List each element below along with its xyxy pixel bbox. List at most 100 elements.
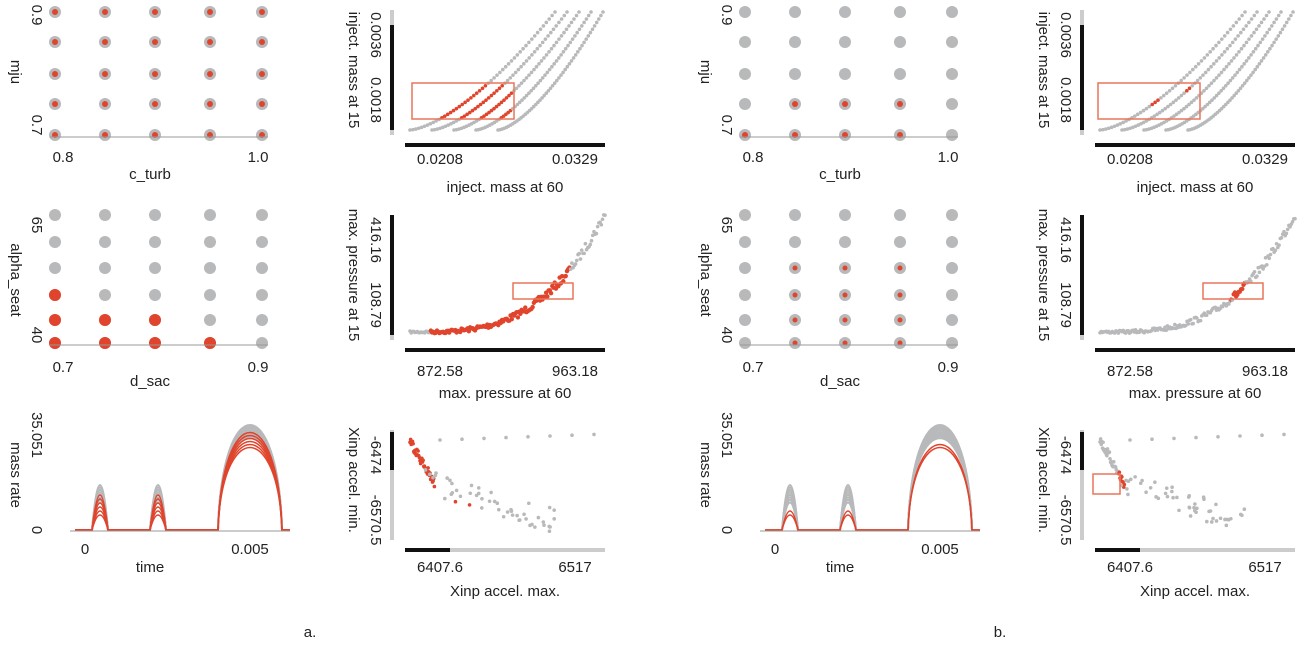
sample-point bbox=[1234, 53, 1239, 57]
sample-point bbox=[204, 262, 216, 274]
sample-point bbox=[589, 238, 594, 243]
sample-point bbox=[434, 471, 438, 475]
selected-point bbox=[474, 91, 479, 95]
sample-point bbox=[552, 43, 556, 48]
sample-point bbox=[454, 119, 459, 123]
selected-point bbox=[259, 101, 265, 107]
sample-point bbox=[547, 505, 552, 510]
selection-box bbox=[512, 282, 574, 300]
y-tick-label: 65 bbox=[28, 217, 45, 234]
sample-point bbox=[1253, 67, 1257, 72]
sample-point bbox=[548, 86, 553, 91]
sample-point bbox=[537, 62, 541, 66]
sample-point bbox=[583, 241, 588, 246]
sample-point bbox=[584, 17, 589, 21]
selected-point bbox=[476, 104, 480, 109]
selection-box bbox=[1097, 82, 1201, 120]
selected-point bbox=[466, 98, 470, 102]
sample-point bbox=[1249, 73, 1253, 77]
selected-point bbox=[478, 102, 483, 107]
sample-point bbox=[1214, 59, 1219, 63]
sample-point bbox=[1175, 495, 1179, 500]
sample-point bbox=[1186, 495, 1191, 499]
selected-point bbox=[483, 83, 488, 88]
sample-point bbox=[1224, 64, 1229, 69]
selected-point bbox=[494, 104, 499, 109]
sample-point bbox=[565, 10, 569, 14]
sample-point bbox=[1214, 76, 1219, 80]
sample-point bbox=[1205, 102, 1210, 107]
sample-point bbox=[1230, 40, 1235, 45]
sample-point bbox=[534, 64, 539, 69]
sample-point bbox=[1172, 436, 1176, 441]
sample-point bbox=[1228, 78, 1233, 83]
sample-point bbox=[1212, 78, 1216, 83]
sample-point bbox=[1222, 34, 1227, 38]
sample-point bbox=[1188, 70, 1192, 75]
sample-point bbox=[1247, 20, 1251, 25]
sample-point bbox=[520, 98, 524, 102]
sample-point bbox=[1189, 100, 1194, 105]
sample-point bbox=[789, 68, 801, 80]
selected-point bbox=[99, 314, 111, 326]
sample-point bbox=[1109, 125, 1114, 130]
sample-point bbox=[594, 231, 599, 236]
sample-point bbox=[1135, 112, 1140, 117]
mass-rate-curve bbox=[765, 447, 980, 531]
sample-point bbox=[894, 6, 906, 18]
sample-point bbox=[454, 488, 459, 493]
sample-point bbox=[1201, 73, 1205, 77]
x-tick-label: 872.58 bbox=[1107, 363, 1153, 380]
y-tick-label: 65 bbox=[718, 217, 735, 234]
sample-point bbox=[1170, 489, 1174, 494]
y-tick-label: 0.0036 bbox=[1057, 12, 1074, 58]
x-tick-label: 0.9 bbox=[248, 359, 269, 376]
sample-point bbox=[1254, 27, 1259, 32]
selected-point bbox=[468, 110, 472, 115]
sample-point bbox=[1202, 88, 1206, 93]
sample-point bbox=[1211, 46, 1215, 51]
sample-point bbox=[510, 513, 515, 517]
sample-point bbox=[423, 468, 428, 472]
x-axis-label: max. pressure at 60 bbox=[439, 385, 572, 402]
sample-point bbox=[1124, 119, 1128, 123]
sample-point bbox=[1202, 56, 1207, 60]
sample-point bbox=[530, 37, 534, 41]
sample-point bbox=[1158, 110, 1162, 115]
sample-point bbox=[1282, 24, 1287, 28]
selected-point bbox=[499, 100, 504, 105]
selected-point bbox=[102, 101, 108, 107]
sample-point bbox=[1171, 100, 1176, 105]
x-axis-label: d_sac bbox=[130, 373, 171, 390]
sample-point bbox=[524, 43, 528, 48]
sample-point bbox=[1159, 96, 1163, 100]
selected-point bbox=[411, 441, 415, 446]
mass-rate-curve bbox=[765, 428, 980, 531]
sample-point bbox=[1173, 83, 1178, 88]
sample-point bbox=[1163, 106, 1167, 111]
x-tick-label: 6517 bbox=[558, 559, 591, 576]
sample-point bbox=[588, 242, 593, 247]
sample-point bbox=[562, 30, 566, 35]
selected-point bbox=[792, 265, 798, 271]
selected-point bbox=[102, 71, 108, 77]
selected-point bbox=[152, 71, 158, 77]
sample-point bbox=[468, 491, 473, 496]
sample-point bbox=[1179, 93, 1184, 98]
sample-point bbox=[528, 523, 532, 528]
sample-point bbox=[99, 262, 111, 274]
sample-point bbox=[430, 128, 434, 132]
sample-point bbox=[1227, 62, 1231, 66]
sample-point bbox=[946, 98, 958, 110]
sample-point bbox=[531, 86, 536, 91]
sample-point bbox=[1205, 53, 1210, 57]
sample-point bbox=[1195, 316, 1199, 320]
sample-point bbox=[1190, 83, 1194, 88]
sample-point bbox=[1242, 62, 1246, 66]
selected-point bbox=[1150, 102, 1154, 107]
sample-point bbox=[1255, 10, 1259, 14]
selected-point bbox=[149, 337, 161, 349]
sample-point bbox=[580, 43, 584, 48]
selected-point bbox=[495, 88, 499, 93]
sample-point bbox=[1115, 123, 1120, 127]
